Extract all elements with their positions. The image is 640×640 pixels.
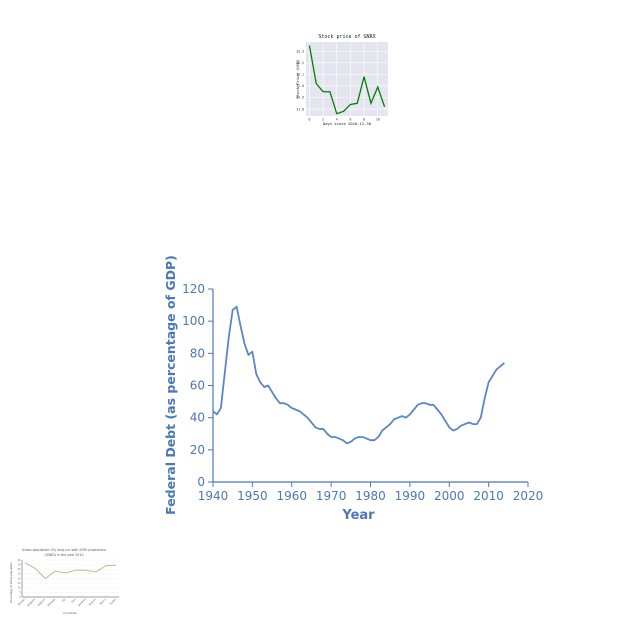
debt-series-line <box>212 305 505 445</box>
urban-series-line <box>24 562 116 580</box>
debt-y-axis-label: Federal Debt (as percentage of GDP) <box>163 255 178 515</box>
urban-xtick-label: Djibouti <box>37 598 46 607</box>
stock-series-line <box>308 45 386 115</box>
urban-ytick-label: 30 <box>18 568 21 571</box>
stock-chart-title: Stock price of GNRX <box>318 34 375 40</box>
urban-ytick-label: 0 <box>19 596 21 599</box>
debt-ytick-label: 0 <box>197 475 205 489</box>
debt-xtick-label: 2020 <box>513 489 544 503</box>
stock-xtick-label: 8 <box>363 118 365 122</box>
stock-x-axis-label: Days since 2016-12-30 <box>323 121 372 126</box>
stock-ytick-label: 32.3 <box>296 49 304 53</box>
stock-xtick-label: 10 <box>376 118 380 122</box>
stock-xtick-label: 2 <box>322 118 324 122</box>
debt-xtick-label: 1940 <box>198 489 229 503</box>
debt-x-axis-label: Year <box>341 508 375 523</box>
urban-ytick-label: 15 <box>18 582 21 585</box>
urban-ytick-label: 10 <box>18 587 21 590</box>
urban-ytick-label: 35 <box>18 563 21 566</box>
debt-chart-group: 0 20 40 60 80 100 120 1940 1950 1960 1970 1980 1990 2… <box>163 255 543 523</box>
debt-ytick-label: 60 <box>190 379 205 393</box>
urban-xtick-label: Bulgaria <box>27 598 37 608</box>
urban-xtick-label: Ethiopia <box>47 598 56 607</box>
debt-xtick-label: 1990 <box>395 489 426 503</box>
stock-plot-background <box>306 42 388 116</box>
stock-y-axis-label: Stock Price (USD) <box>295 60 300 99</box>
stock-chart-group: 31.8 31.9 32.0 32.1 32.2 32.3 0 2 4 6 8 10 Stock pri… <box>295 34 388 126</box>
stock-ytick-label: 32.0 <box>296 84 304 88</box>
debt-xtick-label: 1960 <box>276 489 307 503</box>
debt-xtick-label: 1980 <box>355 489 386 503</box>
urban-x-axis-label: Countries <box>63 611 77 615</box>
debt-ytick-label: 80 <box>190 346 205 360</box>
urban-ytick-label: 20 <box>18 577 21 580</box>
urban-chart-title-line1: Urban population (%) long-run with 2050 … <box>22 548 106 552</box>
debt-ytick-label: 120 <box>182 282 205 296</box>
debt-xtick-label: 1970 <box>316 489 347 503</box>
debt-ytick-label: 20 <box>190 443 205 457</box>
urban-xtick-label: Jamaica <box>77 598 87 608</box>
urban-y-axis-label: Percentage of urban population <box>9 562 13 603</box>
debt-xtick-label: 2000 <box>434 489 465 503</box>
debt-ytick-label: 100 <box>182 314 205 328</box>
urban-chart-title-line2: (OWID) in the year 2010 <box>45 553 84 557</box>
urban-xtick-label: Sudan <box>109 598 117 606</box>
urban-ytick-label: 5 <box>19 591 21 594</box>
stock-xtick-label: 0 <box>308 118 310 122</box>
urban-xtick-label: Fiji <box>62 598 67 603</box>
stock-ytick-label: 31.9 <box>296 96 304 100</box>
stock-ytick-label: 31.8 <box>296 107 304 111</box>
stock-ytick-label: 32.2 <box>296 61 304 65</box>
urban-xtick-label: Kosovo <box>88 598 97 607</box>
debt-xtick-label: 2010 <box>473 489 504 503</box>
stock-xtick-label: 4 <box>336 118 338 122</box>
stock-ytick-label: 32.1 <box>296 73 304 77</box>
stock-xtick-label: 6 <box>349 118 351 122</box>
debt-xtick-label: 1950 <box>237 489 268 503</box>
urban-xtick-label: Bhutan <box>18 598 27 607</box>
urban-xtick-label: Nauru <box>99 598 107 606</box>
debt-ytick-label: 40 <box>190 411 205 425</box>
urban-ytick-label: 25 <box>18 573 21 576</box>
urban-ytick-label: 40 <box>18 559 21 562</box>
urban-xtick-label: Iran <box>71 598 77 604</box>
